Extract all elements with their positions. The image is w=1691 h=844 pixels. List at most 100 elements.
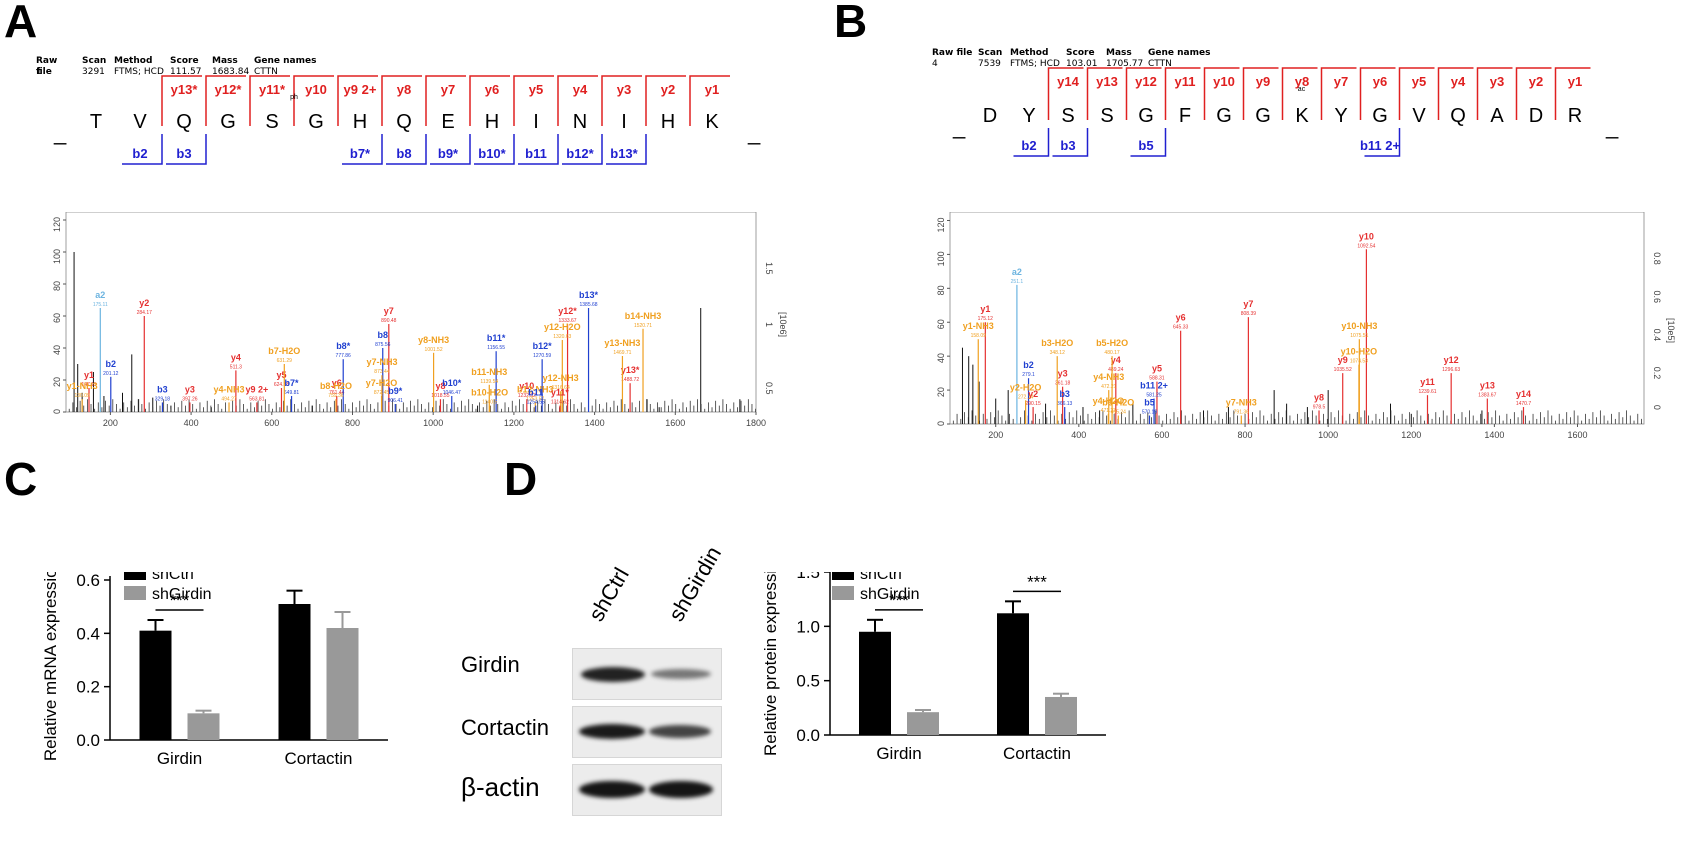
b-ion-label: b3 [176, 146, 191, 161]
peak-ion-label: b7-H2O [268, 346, 300, 356]
peak-mz-label: 348.12 [1050, 350, 1066, 356]
peak-mz-label: 1470.7 [1516, 401, 1532, 407]
peak-mz-label: 581.25 [1146, 393, 1162, 399]
peak-mz-label: 272.14 [1018, 394, 1034, 400]
peak-mz-label: 777.86 [336, 353, 352, 359]
peak-ion-label: y13 [1480, 381, 1495, 391]
peak-mz-label: 279.1 [1022, 372, 1035, 378]
peak-mz-label: 361.18 [1055, 381, 1071, 387]
y-ion-label: y6 [1373, 74, 1387, 89]
y-tick-label: 0.0 [796, 726, 820, 745]
band-girdin-shctrl [581, 667, 645, 682]
b-ion-bracket [1130, 128, 1167, 157]
peak-ion-label: b6-H2O [1102, 398, 1134, 408]
meta-value: 1705.77 [1106, 59, 1144, 69]
peak-mz-label: 570.19 [1142, 410, 1158, 416]
peak-ion-label: b2 [106, 359, 117, 369]
sequence-residue: S [265, 111, 278, 133]
b-ion-label: b9* [438, 146, 459, 161]
y-ion-bracket [381, 75, 422, 126]
x-category-label: Girdin [876, 744, 921, 763]
sequence-residue: I [533, 111, 539, 133]
b-ion-label: b10* [478, 146, 506, 161]
peak-mz-label: 1270.59 [533, 353, 551, 359]
meta-value: 7539 [978, 59, 1001, 69]
peak-ion-label: a2 [1012, 267, 1022, 277]
y-ion-label: y6 [485, 82, 499, 97]
band-cortactin-shctrl [579, 724, 645, 739]
y-ion-bracket [1203, 67, 1240, 120]
peak-ion-label: y11* [551, 388, 570, 398]
peak-mz-label: 471.22 [1101, 408, 1117, 414]
y-tick-label: 40 [936, 353, 946, 363]
x-tick-label: 600 [1154, 430, 1169, 440]
b-ion-bracket [386, 134, 427, 165]
peak-ion-label: b11 [528, 388, 543, 398]
legend-swatch [832, 572, 854, 580]
bar [278, 604, 311, 740]
x-tick-label: 1400 [1484, 430, 1504, 440]
peak-ion-label: y5 [1152, 364, 1162, 374]
x-tick-label: 400 [184, 418, 199, 428]
legend-label: shCtrl [860, 572, 902, 583]
peak-mz-label: 1333.67 [559, 318, 577, 324]
meta-header: Gene names [254, 56, 317, 66]
meta-header: Score [1066, 48, 1095, 58]
peak-mz-label: 588.31 [1149, 376, 1165, 382]
sequence-residue: V [1412, 105, 1426, 127]
y-ion-bracket [337, 75, 378, 126]
peak-ion-label: y1 [84, 370, 94, 380]
b-ion-label: b7* [350, 146, 371, 161]
peak-mz-label: 1046.47 [443, 390, 461, 396]
y-tick-label: 80 [936, 285, 946, 295]
y2-tick-label: 0.2 [1652, 367, 1662, 380]
lane-label-shctrl: shCtrl [583, 563, 634, 626]
peak-mz-label: 495.24 [1111, 410, 1127, 416]
peak-mz-label: 175.11 [93, 302, 108, 308]
peak-ion-label: y14 [1516, 389, 1531, 399]
y-ion-bracket [601, 75, 642, 126]
y2-tick-label: 0.6 [1652, 290, 1662, 303]
peak-ion-label: b11-NH3 [471, 367, 507, 377]
sequence-residue: G [308, 111, 324, 133]
meta-header: Mass [212, 56, 238, 66]
peak-ion-label: y4-H2O [1093, 396, 1125, 406]
y2-tick-label: 0.5 [764, 382, 774, 395]
y-ion-label: y8 [1295, 74, 1309, 89]
y-ion-label: y7 [441, 82, 455, 97]
b-ion-label: b3 [1060, 138, 1075, 153]
sequence-residue: G [220, 111, 236, 133]
sequence-residue: T [90, 111, 102, 133]
y-ion-bracket [557, 75, 598, 126]
band-actin-shctrl [579, 781, 645, 798]
b-ion-bracket [122, 134, 163, 165]
peak-ion-label: b5 [1144, 398, 1155, 408]
peak-ion-label: y1 [980, 304, 990, 314]
sequence-residue: R [1568, 105, 1582, 127]
y-axis-label: Relative mRNA expression [41, 572, 60, 761]
y-ion-bracket [1164, 67, 1201, 120]
peak-ion-label: y2 [139, 298, 149, 308]
protein-label-cortactin: Cortactin [461, 715, 550, 740]
meta-value: FTMS; HCD [114, 67, 164, 77]
peak-ion-label: b10-H2O [471, 388, 508, 398]
peak-mz-label: 201.12 [103, 371, 119, 377]
sequence-residue: Q [176, 111, 192, 133]
y-ion-label: y9 [1256, 74, 1270, 89]
b-ion-label: b11 [525, 146, 547, 161]
peak-ion-label: y9 [1338, 355, 1348, 365]
peak-ion-label: y12-H2O [544, 322, 581, 332]
spectrum-frame [949, 212, 1645, 425]
y-tick-label: 100 [52, 249, 62, 264]
peak-mz-label: 759.36 [328, 393, 344, 399]
peak-ion-label: y6 [332, 378, 342, 388]
peak-ion-label: y7-H2O [366, 378, 398, 388]
peak-ion-label: b11* [487, 333, 506, 343]
y-ion-bracket [1515, 67, 1552, 120]
b-ion-label: b11 2+ [1360, 138, 1401, 153]
peak-ion-label: b3 [157, 384, 168, 394]
peak-ion-label: y12-NH3 [543, 373, 579, 383]
peak-mz-label: 1316.64 [552, 385, 570, 391]
y-tick-label: 100 [936, 251, 946, 266]
y2-tick-label: 0 [1652, 405, 1662, 410]
